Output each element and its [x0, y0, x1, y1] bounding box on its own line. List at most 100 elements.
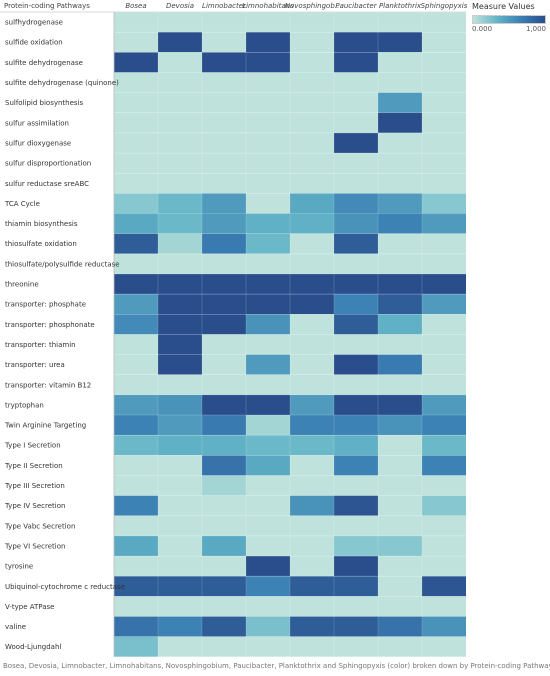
- heatmap-cell: [422, 52, 466, 73]
- heatmap-cell: [334, 52, 378, 73]
- heatmap-cell: [202, 112, 246, 133]
- row-label: sulfite dehydrogenase: [5, 59, 83, 67]
- heatmap-cell: [158, 112, 202, 133]
- heatmap-cell: [202, 52, 246, 73]
- heatmap-cell: [334, 314, 378, 335]
- heatmap-cell: [158, 334, 202, 355]
- column-header: Sphingopyxis: [421, 2, 468, 10]
- heatmap-cell: [422, 294, 466, 315]
- row-label: tryptophan: [5, 401, 44, 409]
- heatmap-cell: [114, 475, 158, 496]
- row-label: sulfide oxidation: [5, 39, 63, 47]
- heatmap-cell: [202, 213, 246, 234]
- heatmap-cell: [378, 374, 422, 395]
- row-label: Type III Secretion: [4, 482, 65, 490]
- heatmap-cell: [114, 435, 158, 456]
- heatmap-cell: [158, 52, 202, 73]
- heatmap-cell: [202, 596, 246, 617]
- heatmap-cell: [246, 334, 290, 355]
- heatmap-cell: [114, 12, 158, 33]
- heatmap-cell: [290, 334, 334, 355]
- heatmap-cell: [334, 556, 378, 577]
- heatmap-cell: [334, 475, 378, 496]
- row-label: sulfhydrogenase: [5, 19, 63, 27]
- heatmap-cell: [378, 455, 422, 476]
- heatmap-cell: [422, 354, 466, 375]
- chart-caption: Bosea, Devosia, Limnobacter, Limnohabita…: [3, 662, 550, 670]
- column-header: Limnohabitans: [242, 2, 294, 10]
- row-label: transporter: thiamin: [5, 341, 76, 349]
- heatmap-cell: [202, 495, 246, 516]
- heatmap-cell: [378, 233, 422, 254]
- heatmap-cell: [334, 394, 378, 415]
- heatmap-cell: [114, 556, 158, 577]
- heatmap-cell: [202, 72, 246, 93]
- heatmap-cell: [290, 32, 334, 53]
- heatmap-cell: [378, 576, 422, 597]
- heatmap-cell: [290, 374, 334, 395]
- heatmap-cell: [158, 535, 202, 557]
- row-label: Type VI Secretion: [4, 542, 65, 550]
- heatmap-cell: [246, 32, 290, 53]
- heatmap-cell: [158, 173, 202, 194]
- heatmap-cell: [246, 475, 290, 496]
- row-label: Type IV Secretion: [4, 502, 65, 510]
- heatmap-cell: [290, 173, 334, 194]
- heatmap-cell: [202, 374, 246, 395]
- heatmap-cell: [246, 132, 290, 154]
- heatmap-cell: [378, 112, 422, 133]
- heatmap-cell: [202, 394, 246, 415]
- heatmap-cell: [202, 193, 246, 214]
- heatmap-cell: [378, 153, 422, 174]
- heatmap-cell: [114, 596, 158, 617]
- heatmap-cell: [114, 213, 158, 234]
- heatmap-cell: [158, 495, 202, 516]
- heatmap-cell: [202, 273, 246, 295]
- heatmap-cell: [290, 294, 334, 315]
- heatmap-cell: [202, 132, 246, 154]
- heatmap-cell: [290, 193, 334, 214]
- heatmap-cell: [378, 32, 422, 53]
- heatmap-cell: [290, 556, 334, 577]
- heatmap-cell: [290, 112, 334, 133]
- heatmap-cell: [114, 294, 158, 315]
- heatmap-cell: [158, 415, 202, 436]
- heatmap-cell: [202, 636, 246, 657]
- heatmap-cell: [334, 535, 378, 557]
- column-header: Paucibacter: [335, 2, 377, 10]
- heatmap-cell: [246, 253, 290, 274]
- heatmap-cell: [290, 475, 334, 496]
- heatmap-cell: [422, 435, 466, 456]
- heatmap-cell: [158, 475, 202, 496]
- heatmap-cell: [290, 495, 334, 516]
- row-label: transporter: urea: [5, 361, 65, 369]
- heatmap-cell: [378, 334, 422, 355]
- row-label: sulfur dioxygenase: [5, 139, 71, 147]
- heatmap-cell: [422, 636, 466, 657]
- heatmap-cell: [378, 556, 422, 577]
- heatmap-cell: [422, 616, 466, 637]
- heatmap-cell: [290, 576, 334, 597]
- row-label: thiosulfate oxidation: [5, 240, 77, 248]
- heatmap-cell: [422, 72, 466, 93]
- heatmap-cell: [246, 72, 290, 93]
- heatmap-cell: [290, 153, 334, 174]
- heatmap-cell: [422, 394, 466, 415]
- heatmap-cell: [246, 495, 290, 516]
- heatmap-cell: [114, 455, 158, 476]
- heatmap-cell: [246, 112, 290, 133]
- heatmap-cell: [246, 455, 290, 476]
- row-label: threonine: [5, 281, 39, 289]
- color-legend: Measure Values 0.000 1,000: [472, 2, 546, 33]
- heatmap-cell: [158, 213, 202, 234]
- heatmap-cell: [246, 273, 290, 295]
- heatmap-cell: [422, 576, 466, 597]
- heatmap-cell: [290, 233, 334, 254]
- heatmap-cell: [114, 253, 158, 274]
- heatmap-cell: [378, 193, 422, 214]
- heatmap-cell: [246, 535, 290, 557]
- heatmap-cell: [422, 193, 466, 214]
- heatmap-cell: [378, 294, 422, 315]
- heatmap-cell: [290, 52, 334, 73]
